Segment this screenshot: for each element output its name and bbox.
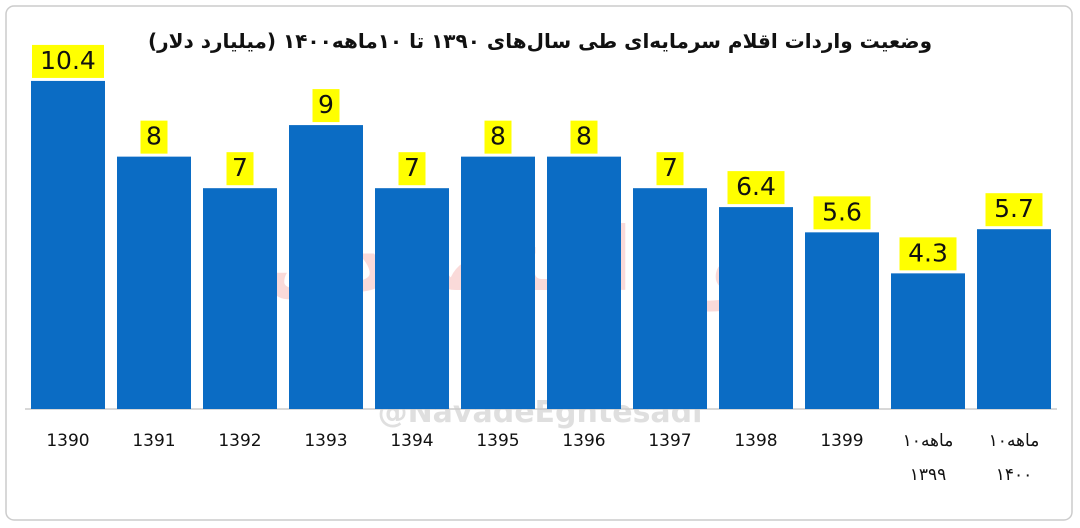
- bar: [31, 80, 105, 409]
- x-tick-label: 1393: [304, 431, 348, 451]
- x-tick-label: ۱۰ماهه ۱۴۰۰: [988, 431, 1040, 485]
- x-tick-label: ۱۰ماهه ۱۳۹۹: [902, 431, 954, 485]
- value-label: 4.3: [908, 238, 948, 267]
- bar: [977, 229, 1051, 409]
- bar: [719, 207, 793, 409]
- x-tick-label: 1398: [734, 431, 778, 451]
- value-label-bg: [140, 120, 168, 154]
- value-label: 5.6: [822, 197, 862, 226]
- x-tick-label: 1397: [648, 431, 692, 451]
- x-tick-label: 1392: [218, 431, 262, 451]
- value-label-bg: [398, 152, 426, 186]
- value-label: 6.4: [736, 172, 776, 201]
- x-tick-label: 1391: [132, 431, 176, 451]
- value-label-bg: [656, 152, 684, 186]
- value-label: 8: [576, 122, 592, 151]
- value-label: 7: [662, 153, 678, 182]
- value-label-bg: [899, 237, 957, 271]
- value-label: 5.7: [994, 194, 1034, 223]
- value-label-bg: [312, 89, 340, 123]
- value-label: 7: [404, 153, 420, 182]
- bar: [203, 188, 277, 409]
- bar: [547, 156, 621, 409]
- value-label: 8: [490, 122, 506, 151]
- bar: [805, 232, 879, 409]
- frame: [5, 5, 1073, 521]
- value-label-bg: [226, 152, 254, 186]
- x-tick-label: 1399: [820, 431, 864, 451]
- value-label-bg: [985, 193, 1043, 227]
- value-label-bg: [727, 171, 785, 205]
- bar: [891, 273, 965, 409]
- value-label: 8: [146, 122, 162, 151]
- x-tick-label: 1395: [476, 431, 520, 451]
- value-label: 9: [318, 90, 334, 119]
- bar: [289, 125, 363, 409]
- x-tick-label: 1394: [390, 431, 434, 451]
- bar: [633, 188, 707, 409]
- value-label-bg: [32, 44, 104, 78]
- value-label: 10.4: [40, 46, 96, 75]
- bar: [375, 188, 449, 409]
- value-label-bg: [484, 120, 512, 154]
- chart-title: وضعیت واردات اقلام سرمایه‌ای طی سال‌های …: [148, 29, 932, 53]
- bar: [461, 156, 535, 409]
- bar: [117, 156, 191, 409]
- value-label-bg: [813, 196, 871, 230]
- value-label-bg: [570, 120, 598, 154]
- x-tick-label: 1390: [46, 431, 90, 451]
- value-label: 7: [232, 153, 248, 182]
- x-tick-label: 1396: [562, 431, 606, 451]
